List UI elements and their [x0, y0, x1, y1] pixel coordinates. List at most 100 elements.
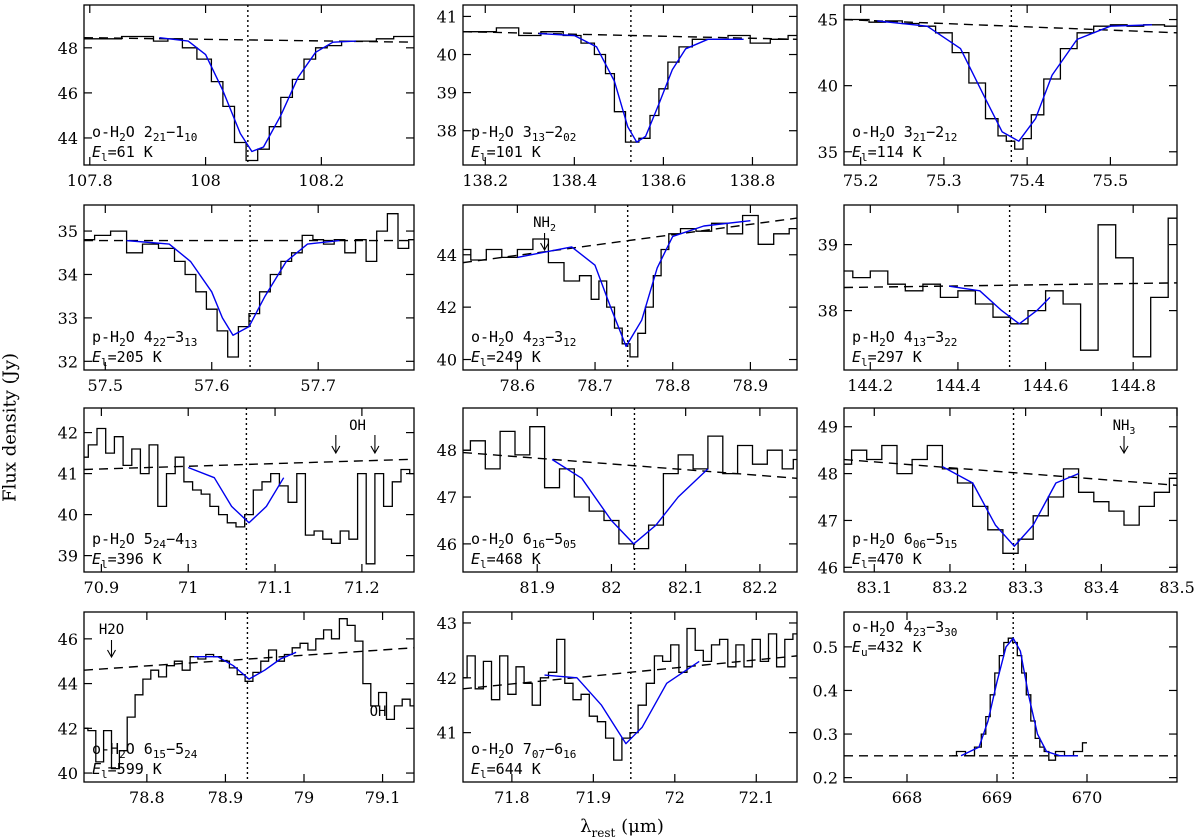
panel-frame — [843, 611, 1178, 783]
energy-label: El=205 K — [92, 348, 162, 369]
y-tick-label: 45 — [818, 11, 838, 30]
transition-dash: − — [926, 618, 935, 636]
transition-dash: − — [926, 123, 935, 141]
transition-dash: − — [545, 530, 554, 548]
panel-frame — [843, 4, 1178, 166]
species-subscript: 2 — [498, 336, 505, 349]
x-tick-label: 138.8 — [730, 171, 776, 190]
y-tick-label: 48 — [58, 39, 78, 58]
plot-area — [463, 5, 797, 165]
gaussian-fit — [126, 239, 340, 336]
lower-level-j: 3 — [935, 328, 944, 346]
y-tick-label: 39 — [58, 547, 78, 566]
species-and-upper-j: O 3 — [505, 123, 532, 141]
annotation-name: NH — [533, 215, 550, 231]
x-tick-label: 82.2 — [742, 578, 778, 597]
lower-level-subscript: 16 — [563, 748, 576, 761]
transition-label: o-H2O 321−212 — [852, 123, 957, 144]
species-subscript: 2 — [879, 626, 886, 639]
species-prefix: p-H — [852, 530, 879, 548]
lower-level-subscript: 12 — [563, 336, 576, 349]
observed-spectrum — [84, 427, 414, 565]
annotation-arrowhead — [540, 242, 550, 252]
panel-frame — [83, 4, 415, 166]
x-tick-label: 57.6 — [194, 376, 230, 395]
energy-value: =396 K — [108, 550, 162, 568]
panel-frame — [462, 407, 798, 573]
transition-label: o-H2O 616−505 — [471, 530, 576, 551]
upper-level-subscript: 23 — [913, 626, 926, 639]
species-annotation: NH3 — [1113, 418, 1136, 437]
y-tick-label: 46 — [437, 535, 457, 554]
x-tick-label: 71.1 — [257, 578, 293, 597]
lower-level-subscript: 15 — [944, 538, 957, 551]
transition-label: o-H2O 707−616 — [471, 740, 576, 761]
x-tick-label: 79.1 — [365, 788, 401, 807]
x-tick-label: 75.4 — [1009, 171, 1045, 190]
x-tick-label: 83.5 — [1159, 578, 1195, 597]
plot-area — [463, 612, 797, 782]
lower-level-j: 3 — [935, 618, 944, 636]
species-and-upper-j: O 4 — [886, 328, 913, 346]
upper-level-subscript: 24 — [153, 538, 167, 551]
continuum-baseline — [844, 282, 1177, 289]
species-and-upper-j: O 4 — [505, 328, 532, 346]
energy-subscript: u — [861, 646, 868, 659]
gaussian-fit — [942, 465, 1079, 547]
energy-subscript: l — [480, 151, 487, 164]
upper-level-subscript: 06 — [913, 538, 926, 551]
energy-value: =61 K — [108, 143, 153, 161]
x-tick-label: 75.3 — [926, 171, 962, 190]
gaussian-fit — [538, 32, 744, 143]
x-tick-label: 70.9 — [84, 578, 120, 597]
energy-symbol: E — [852, 143, 861, 161]
plot-area — [844, 205, 1177, 370]
lower-level-subscript: 22 — [944, 336, 957, 349]
transition-dash: − — [545, 328, 554, 346]
lower-level-subscript: 12 — [944, 131, 957, 144]
energy-subscript: l — [480, 356, 487, 369]
lower-level-subscript: 10 — [184, 131, 197, 144]
x-tick-label: 138.4 — [551, 171, 597, 190]
gaussian-fit — [194, 651, 297, 680]
energy-label: El=61 K — [92, 143, 153, 164]
x-tick-label: 668 — [892, 788, 923, 807]
species-prefix: p-H — [92, 530, 119, 548]
species-and-upper-j: O 6 — [505, 530, 532, 548]
energy-value: =114 K — [868, 143, 922, 161]
lower-level-j: 4 — [175, 530, 184, 548]
upper-level-subscript: 07 — [532, 748, 545, 761]
lower-level-j: 5 — [554, 530, 563, 548]
species-subscript: 2 — [119, 336, 126, 349]
transition-dash: − — [166, 530, 175, 548]
continuum-baseline — [844, 458, 1177, 487]
lower-level-subscript: 05 — [563, 538, 576, 551]
energy-symbol: E — [471, 348, 480, 366]
y-tick-label: 33 — [58, 309, 78, 328]
x-tick-label: 78.8 — [129, 788, 165, 807]
species-prefix: o-H — [471, 740, 498, 758]
y-tick-label: 40 — [58, 506, 78, 525]
transition-dash: − — [166, 328, 175, 346]
x-tick-label: 72.1 — [738, 788, 774, 807]
x-tick-label: 138.6 — [640, 171, 686, 190]
observed-spectrum — [84, 213, 414, 358]
x-tick-label: 669 — [982, 788, 1013, 807]
panel-frame — [843, 204, 1178, 371]
species-prefix: o-H — [471, 328, 498, 346]
y-tick-label: 46 — [58, 630, 78, 649]
y-tick-label: 42 — [437, 298, 457, 317]
species-and-upper-j: O 2 — [126, 123, 153, 141]
lower-level-subscript: 13 — [184, 336, 197, 349]
plot-area — [84, 408, 414, 572]
x-tick-label: 144.8 — [1110, 376, 1156, 395]
gaussian-fit — [877, 20, 1153, 142]
x-tick-label: 670 — [1072, 788, 1103, 807]
y-tick-label: 35 — [58, 222, 78, 241]
species-annotation: NH2 — [533, 215, 556, 234]
energy-value: =468 K — [487, 550, 541, 568]
